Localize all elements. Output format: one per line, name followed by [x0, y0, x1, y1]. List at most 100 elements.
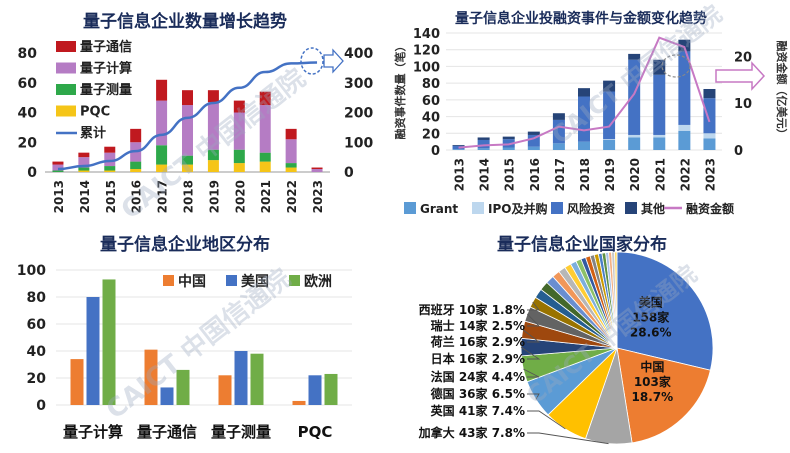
chart2-xtick: 2018 — [578, 158, 592, 191]
chart2-bar-风险投资 — [477, 139, 490, 149]
chart2-ylabel: 融资事件数量（笔） — [393, 41, 407, 140]
chart1-xtick: 2018 — [182, 180, 196, 213]
chart2-bar-风险投资 — [628, 59, 641, 135]
chart2-line-amount — [458, 36, 711, 149]
chart1-bar-量子计算 — [233, 112, 245, 150]
chart1-legend-swatch — [56, 84, 76, 95]
chart3-bar-欧洲 — [102, 279, 116, 405]
chart4-leader-line — [526, 313, 541, 327]
chart4-inner-pct: 18.7% — [632, 390, 674, 404]
chart1-title: 量子信息企业数量增长趋势 — [83, 11, 287, 32]
chart1-y2tick: 0 — [344, 165, 354, 181]
chart2-xtick: 2022 — [678, 158, 692, 191]
chart4-leader-line — [522, 329, 541, 343]
chart1-xtick: 2023 — [311, 180, 325, 213]
chart1-bar-量子通信 — [285, 128, 297, 140]
chart1-bar-量子计算 — [104, 152, 116, 167]
chart1-ytick: 80 — [18, 46, 38, 62]
chart2-legend-swatch — [404, 202, 416, 214]
chart3-bar-欧洲 — [250, 353, 264, 405]
chart1-bar-PQC — [130, 169, 142, 172]
chart2-xtick: 2014 — [478, 158, 492, 191]
chart4-inner-name: 中国 — [640, 359, 664, 374]
chart3-ytick: 60 — [27, 317, 47, 333]
chart1-bar-量子通信 — [207, 90, 219, 103]
chart2-bar-IPO及并购 — [703, 133, 716, 139]
chart1-bar-量子计算 — [156, 100, 168, 146]
chart2-bar-其他 — [628, 53, 641, 60]
chart3-bar-美国 — [86, 297, 100, 405]
chart2-ytick: 100 — [413, 60, 440, 75]
chart4-slice-中国 — [616, 347, 711, 444]
chart2-xtick: 2023 — [703, 158, 717, 191]
chart4-outer-label: 加拿大 43家 7.8% — [418, 425, 525, 440]
chart2-xtick: 2017 — [553, 158, 567, 191]
chart2-ytick: 40 — [422, 111, 440, 126]
chart1-ytick: 40 — [18, 106, 38, 122]
chart1-legend-swatch — [56, 105, 76, 117]
chart1-bar-量子计算 — [78, 157, 90, 168]
chart1-xtick: 2015 — [104, 180, 118, 213]
chart3-bar-中国 — [292, 400, 306, 405]
chart1-bar-量子测量 — [259, 152, 271, 162]
chart2-ytick: 0 — [431, 144, 440, 159]
chart2-bar-风险投资 — [703, 98, 716, 134]
chart1-y2tick: 100 — [344, 135, 373, 151]
chart1-bar-量子通信 — [130, 128, 142, 143]
chart2-bar-IPO及并购 — [628, 134, 641, 138]
chart1-bar-量子通信 — [233, 100, 245, 113]
chart1-plot: 0 20 40 60 80 0 100 200 300 400 2013 2014 2015 2016 20… — [18, 39, 374, 213]
chart1-bar-量子通信 — [259, 91, 271, 106]
chart1-bar-PQC — [207, 160, 219, 172]
chart2-y2tick: 10 — [734, 97, 752, 112]
chart2-xtick: 2013 — [453, 158, 467, 191]
chart1-bar-PQC — [104, 170, 116, 172]
chart-company-growth: 量子信息企业数量增长趋势 0 20 40 60 80 0 100 200 300 400 2013 2… — [18, 11, 374, 213]
chart4-leader-line — [527, 301, 540, 311]
chart1-highlight-circle — [300, 47, 324, 75]
chart1-line-cumulative — [57, 61, 318, 171]
chart2-bar-风险投资 — [552, 119, 565, 144]
chart3-xtick: 量子测量 — [211, 423, 271, 441]
chart3-ytick: 0 — [36, 398, 46, 414]
chart4-outer-label: 荷兰 16家 2.9% — [430, 334, 525, 349]
chart1-legend-swatch — [56, 62, 76, 74]
chart2-bar-Grant — [452, 149, 465, 150]
chart2-xtick: 2015 — [503, 158, 517, 191]
chart3-ytick: 20 — [27, 371, 47, 387]
chart4-inner-name: 美国 — [639, 294, 663, 309]
chart3-legend-swatch — [289, 275, 300, 286]
chart3-xtick: 量子计算 — [63, 423, 123, 441]
chart1-xtick: 2022 — [285, 180, 299, 213]
chart2-y2label: 融资金额（亿美元） — [775, 41, 789, 140]
chart2-bar-Grant — [502, 147, 515, 150]
chart4-slice — [614, 251, 618, 349]
chart2-bar-其他 — [578, 88, 590, 97]
chart2-bar-Grant — [578, 141, 590, 150]
chart1-bar-量子计算 — [52, 164, 64, 171]
chart2-bar-Grant — [552, 143, 565, 150]
chart3-bar-中国 — [70, 359, 84, 405]
chart2-y2tick: 20 — [734, 50, 752, 65]
chart2-bar-IPO及并购 — [603, 139, 616, 140]
chart3-bar-中国 — [218, 375, 232, 405]
chart2-bar-其他 — [678, 39, 691, 52]
chart1-bar-PQC — [233, 163, 245, 172]
chart4-outer-label: 法国 24家 4.4% — [431, 369, 525, 384]
chart1-bar-量子通信 — [104, 146, 116, 153]
chart1-legend-label: PQC — [80, 105, 110, 120]
chart1-bar-量子通信 — [52, 161, 64, 165]
chart1-bar-量子测量 — [233, 149, 245, 164]
chart3-bar-美国 — [308, 375, 322, 405]
chart1-ytick: 0 — [27, 165, 37, 181]
chart2-bar-其他 — [703, 88, 716, 99]
chart4-slice-美国 — [616, 251, 714, 371]
chart2-bar-风险投资 — [527, 134, 540, 147]
chart3-bar-欧洲 — [176, 369, 190, 405]
chart1-bar-量子计算 — [259, 105, 271, 153]
chart2-legend-label: 风险投资 — [567, 201, 615, 216]
chart1-bar-量子测量 — [182, 155, 193, 165]
chart4-outer-label: 德国 36家 6.5% — [431, 386, 525, 401]
chart2-legend-label: Grant — [420, 202, 458, 216]
